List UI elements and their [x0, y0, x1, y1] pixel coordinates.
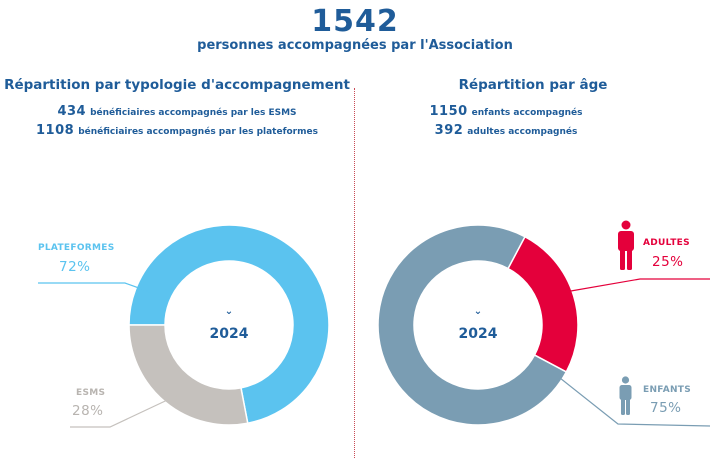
plateformes-label: PLATEFORMES: [38, 243, 115, 253]
donut-slice-adultes: [507, 235, 579, 373]
plateformes-percent: 72%: [59, 259, 91, 275]
stat-number: 1150: [429, 104, 468, 119]
enfants-percent: 75%: [650, 400, 682, 416]
adultes-leader-line: [564, 278, 710, 293]
person-icon: [618, 220, 634, 270]
stat-text: adultes accompagnés: [467, 127, 578, 137]
esms-label: ESMS: [76, 388, 106, 398]
stat-number: 434: [57, 104, 87, 119]
stat-number: 1108: [36, 123, 75, 138]
right-stat-adults: 392 adultes accompagnés: [356, 123, 656, 138]
left-section-title: Répartition par typologie d'accompagneme…: [4, 77, 350, 93]
right-stat-children: 1150 enfants accompagnés: [356, 104, 656, 119]
chevron-down-icon: ⌄: [224, 306, 234, 317]
adultes-percent: 25%: [652, 254, 684, 270]
section-divider: [354, 88, 355, 458]
stat-text: bénéficiaires accompagnés par les platef…: [78, 127, 318, 137]
left-donut-year: 2024: [209, 326, 249, 342]
total-count: 1542: [311, 4, 399, 39]
donut-slice-enfants: [377, 224, 568, 426]
chevron-down-icon: ⌄: [473, 306, 483, 317]
stat-text: enfants accompagnés: [471, 108, 583, 118]
esms-percent: 28%: [72, 403, 104, 419]
right-section-title: Répartition par âge: [458, 77, 608, 93]
left-stat-esms: 434 bénéficiaires accompagnés par les ESM…: [0, 104, 354, 119]
stat-number: 392: [434, 123, 464, 138]
plateformes-leader-line: [38, 282, 151, 293]
donut-slice-esms: [128, 324, 249, 426]
child-icon: [619, 376, 632, 415]
right-donut-year: 2024: [458, 326, 498, 342]
donut-slice-plateformes: [128, 224, 330, 425]
adultes-label: ADULTES: [643, 238, 690, 248]
stat-text: bénéficiaires accompagnés par les ESMS: [90, 108, 297, 118]
enfants-leader-line: [559, 377, 710, 427]
left-stat-plateformes: 1108 bénéficiaires accompagnés par les pl…: [0, 123, 354, 138]
esms-leader-line: [70, 394, 179, 428]
enfants-label: ENFANTS: [643, 385, 692, 395]
page-subtitle: personnes accompagnées par l'Association: [197, 38, 513, 53]
